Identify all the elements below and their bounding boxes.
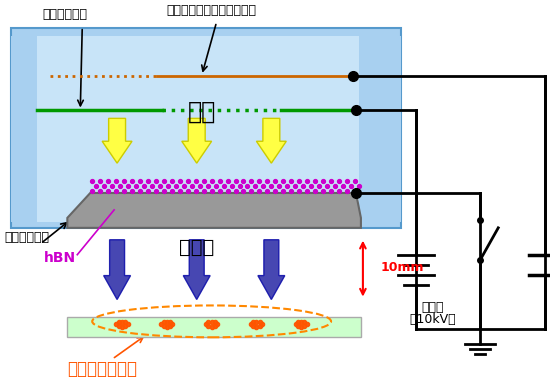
Text: グリッド電極: グリッド電極 xyxy=(43,8,88,21)
Text: hBN: hBN xyxy=(45,251,76,265)
Text: 電子源（熱フィラメント）: 電子源（熱フィラメント） xyxy=(167,4,257,17)
Polygon shape xyxy=(67,193,361,228)
Text: 黄色ブドウ球菌: 黄色ブドウ球菌 xyxy=(67,360,137,378)
Bar xyxy=(10,36,37,222)
FancyArrow shape xyxy=(183,240,210,300)
Bar xyxy=(37,36,396,222)
Bar xyxy=(10,28,401,228)
FancyArrow shape xyxy=(102,119,132,163)
FancyArrow shape xyxy=(103,240,130,300)
Text: （10kV）: （10kV） xyxy=(409,313,456,326)
FancyArrow shape xyxy=(256,119,286,163)
Text: 10mm: 10mm xyxy=(381,261,424,274)
Text: 高電圧: 高電圧 xyxy=(421,301,444,314)
Bar xyxy=(359,36,401,222)
Text: アノード電極: アノード電極 xyxy=(4,231,49,244)
FancyArrow shape xyxy=(182,119,212,163)
Text: 電子: 電子 xyxy=(188,99,216,124)
Text: 紫外線: 紫外線 xyxy=(179,238,214,257)
Bar xyxy=(67,317,361,337)
FancyArrow shape xyxy=(258,240,285,300)
